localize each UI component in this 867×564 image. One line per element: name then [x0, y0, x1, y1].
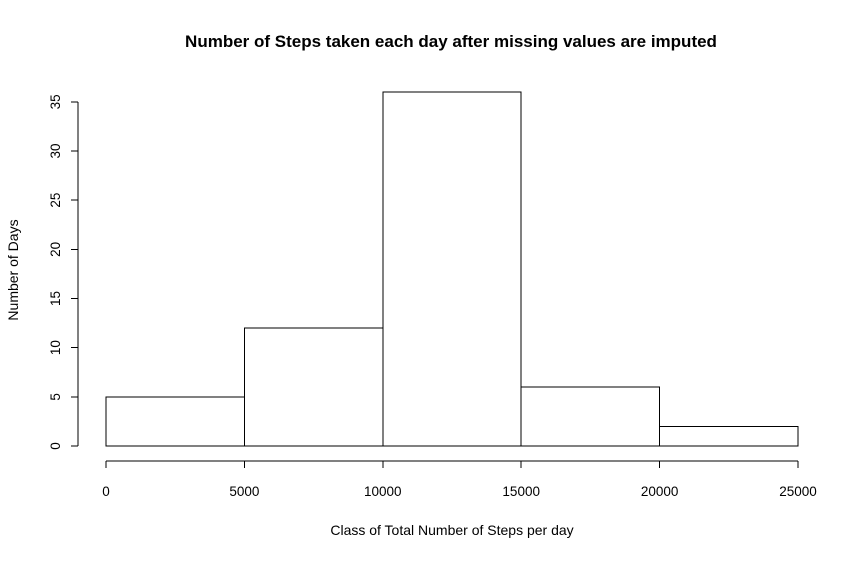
x-tick-label: 5000: [229, 484, 259, 499]
y-axis-label: Number of Days: [5, 219, 21, 320]
x-tick-label: 15000: [502, 484, 540, 499]
histogram-bar-3: [382, 91, 522, 447]
y-tick-label: 30: [48, 143, 63, 158]
y-axis: 0 5 10 15 20 25 30 35: [48, 94, 79, 450]
bars-layer: [105, 91, 799, 447]
x-tick-label: 0: [102, 484, 110, 499]
y-tick-label: 0: [48, 442, 63, 450]
x-tick-label: 25000: [779, 484, 817, 499]
y-tick-label: 15: [48, 291, 63, 306]
histogram-bar-2: [243, 327, 384, 447]
chart-title: Number of Steps taken each day after mis…: [185, 32, 717, 51]
x-axis-label: Class of Total Number of Steps per day: [330, 522, 573, 538]
y-tick-label: 25: [48, 193, 63, 208]
histogram-bar-1: [105, 396, 245, 447]
y-tick-label: 20: [48, 242, 63, 257]
histogram-bar-5: [659, 425, 799, 447]
x-axis: 0 5000 10000 15000 20000 25000: [102, 460, 817, 499]
x-tick-label: 10000: [364, 484, 402, 499]
y-tick-label: 5: [48, 393, 63, 401]
x-tick-label: 20000: [641, 484, 679, 499]
y-tick-label: 10: [48, 340, 63, 355]
histogram-bar-4: [520, 386, 661, 447]
y-tick-label: 35: [48, 94, 63, 109]
